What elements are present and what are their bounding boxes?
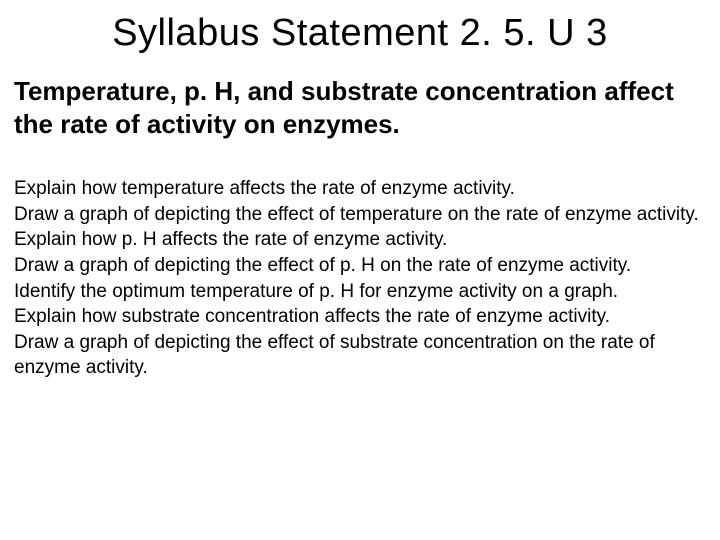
- slide-title: Syllabus Statement 2. 5. U 3: [14, 12, 706, 55]
- syllabus-statement: Temperature, p. H, and substrate concent…: [14, 75, 706, 140]
- objectives-list: Explain how temperature affects the rate…: [14, 176, 706, 381]
- objective-item: Identify the optimum temperature of p. H…: [14, 279, 706, 305]
- objective-item: Draw a graph of depicting the effect of …: [14, 202, 706, 228]
- slide-container: Syllabus Statement 2. 5. U 3 Temperature…: [0, 0, 720, 540]
- objective-item: Explain how temperature affects the rate…: [14, 176, 706, 202]
- objective-item: Draw a graph of depicting the effect of …: [14, 330, 706, 381]
- objective-item: Draw a graph of depicting the effect of …: [14, 253, 706, 279]
- objective-item: Explain how substrate concentration affe…: [14, 304, 706, 330]
- objective-item: Explain how p. H affects the rate of enz…: [14, 227, 706, 253]
